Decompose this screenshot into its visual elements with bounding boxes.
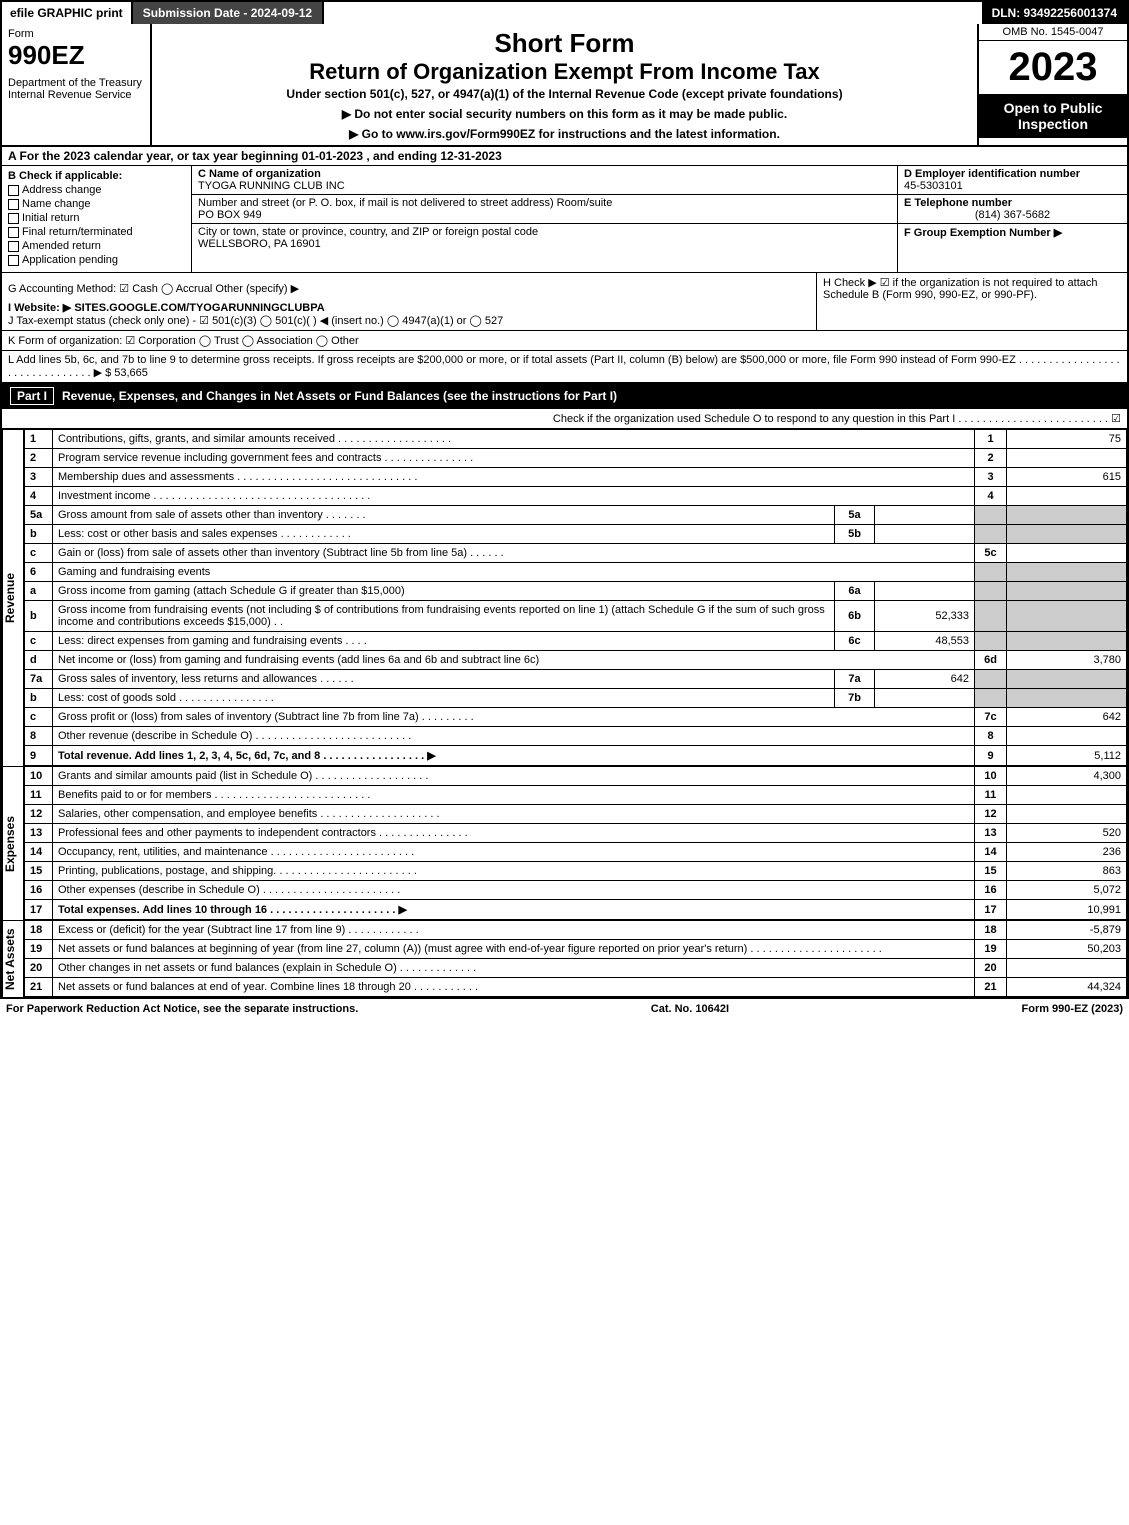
form-word: Form <box>8 28 144 40</box>
efile-print[interactable]: efile GRAPHIC print <box>2 2 133 24</box>
table-row: 5aGross amount from sale of assets other… <box>25 506 1127 525</box>
table-row: 2Program service revenue including gover… <box>25 449 1127 468</box>
section-b: B Check if applicable: Address change Na… <box>2 166 192 272</box>
d-label: D Employer identification number <box>904 168 1121 180</box>
table-row: 20Other changes in net assets or fund ba… <box>25 959 1127 978</box>
header-center: Short Form Return of Organization Exempt… <box>152 24 977 145</box>
netassets-table: 18Excess or (deficit) for the year (Subt… <box>24 920 1127 997</box>
table-row: cGain or (loss) from sale of assets othe… <box>25 544 1127 563</box>
form-number: 990EZ <box>8 40 144 71</box>
table-row: 17Total expenses. Add lines 10 through 1… <box>25 900 1127 920</box>
footer-left: For Paperwork Reduction Act Notice, see … <box>6 1003 358 1015</box>
chk-initial-return[interactable]: Initial return <box>8 212 185 224</box>
expenses-table: 10Grants and similar amounts paid (list … <box>24 766 1127 920</box>
table-row: 15Printing, publications, postage, and s… <box>25 862 1127 881</box>
line-g: G Accounting Method: ☑ Cash ◯ Accrual Ot… <box>8 276 810 301</box>
addr-label: Number and street (or P. O. box, if mail… <box>198 197 891 209</box>
footer-center: Cat. No. 10642I <box>651 1003 729 1015</box>
open-public: Open to Public Inspection <box>979 94 1127 138</box>
section-def: D Employer identification number 45-5303… <box>897 166 1127 272</box>
header-right: OMB No. 1545-0047 2023 Open to Public In… <box>977 24 1127 145</box>
city-label: City or town, state or province, country… <box>198 226 891 238</box>
table-row: 6Gaming and fundraising events <box>25 563 1127 582</box>
table-row: bGross income from fundraising events (n… <box>25 601 1127 632</box>
department: Department of the Treasury Internal Reve… <box>8 77 144 101</box>
table-row: bLess: cost or other basis and sales exp… <box>25 525 1127 544</box>
e-label: E Telephone number <box>904 197 1121 209</box>
warning: ▶ Do not enter social security numbers o… <box>158 107 971 121</box>
table-row: bLess: cost of goods sold . . . . . . . … <box>25 689 1127 708</box>
header-left: Form 990EZ Department of the Treasury In… <box>2 24 152 145</box>
table-row: 4Investment income . . . . . . . . . . .… <box>25 487 1127 506</box>
revenue-label: Revenue <box>2 429 24 766</box>
chk-address-change[interactable]: Address change <box>8 184 185 196</box>
part-i-check: Check if the organization used Schedule … <box>2 409 1127 429</box>
table-row: 14Occupancy, rent, utilities, and mainte… <box>25 843 1127 862</box>
chk-name-change[interactable]: Name change <box>8 198 185 210</box>
table-row: cLess: direct expenses from gaming and f… <box>25 632 1127 651</box>
part-i-title: Revenue, Expenses, and Changes in Net As… <box>62 389 617 403</box>
netassets-section: Net Assets 18Excess or (deficit) for the… <box>2 920 1127 997</box>
line-l: L Add lines 5b, 6c, and 7b to line 9 to … <box>2 351 1127 383</box>
line-g-wrap: G Accounting Method: ☑ Cash ◯ Accrual Ot… <box>2 273 817 330</box>
expenses-label: Expenses <box>2 766 24 920</box>
chk-amended[interactable]: Amended return <box>8 240 185 252</box>
chk-pending[interactable]: Application pending <box>8 254 185 266</box>
omb-number: OMB No. 1545-0047 <box>979 24 1127 41</box>
table-row: 9Total revenue. Add lines 1, 2, 3, 4, 5c… <box>25 746 1127 766</box>
line-k: K Form of organization: ☑ Corporation ◯ … <box>2 331 1127 351</box>
table-row: 19Net assets or fund balances at beginni… <box>25 940 1127 959</box>
line-a: A For the 2023 calendar year, or tax yea… <box>2 147 1127 166</box>
f-label: F Group Exemption Number ▶ <box>904 226 1121 239</box>
short-form: Short Form <box>158 28 971 59</box>
chk-final-return[interactable]: Final return/terminated <box>8 226 185 238</box>
line-i: I Website: ▶ SITES.GOOGLE.COM/TYOGARUNNI… <box>8 301 810 314</box>
expenses-section: Expenses 10Grants and similar amounts pa… <box>2 766 1127 920</box>
header: Form 990EZ Department of the Treasury In… <box>2 24 1127 147</box>
title: Return of Organization Exempt From Incom… <box>158 59 971 85</box>
table-row: 1Contributions, gifts, grants, and simil… <box>25 430 1127 449</box>
revenue-section: Revenue 1Contributions, gifts, grants, a… <box>2 429 1127 766</box>
b-label: B Check if applicable: <box>8 170 185 182</box>
table-row: 12Salaries, other compensation, and empl… <box>25 805 1127 824</box>
table-row: 13Professional fees and other payments t… <box>25 824 1127 843</box>
netassets-label: Net Assets <box>2 920 24 997</box>
org-address: PO BOX 949 <box>198 209 891 221</box>
part-i-header: Part I Revenue, Expenses, and Changes in… <box>2 383 1127 409</box>
part-i-label: Part I <box>10 387 54 405</box>
ein: 45-5303101 <box>904 180 1121 192</box>
table-row: 10Grants and similar amounts paid (list … <box>25 767 1127 786</box>
line-j: J Tax-exempt status (check only one) - ☑… <box>8 314 810 327</box>
subtitle: Under section 501(c), 527, or 4947(a)(1)… <box>158 87 971 101</box>
org-name: TYOGA RUNNING CLUB INC <box>198 180 891 192</box>
table-row: 16Other expenses (describe in Schedule O… <box>25 881 1127 900</box>
submission-date: Submission Date - 2024-09-12 <box>133 2 324 24</box>
goto-link[interactable]: ▶ Go to www.irs.gov/Form990EZ for instru… <box>158 127 971 141</box>
revenue-table: 1Contributions, gifts, grants, and simil… <box>24 429 1127 766</box>
footer: For Paperwork Reduction Act Notice, see … <box>0 999 1129 1019</box>
info-block: B Check if applicable: Address change Na… <box>2 166 1127 273</box>
lines-gh: G Accounting Method: ☑ Cash ◯ Accrual Ot… <box>2 273 1127 331</box>
table-row: aGross income from gaming (attach Schedu… <box>25 582 1127 601</box>
footer-right: Form 990-EZ (2023) <box>1022 1003 1123 1015</box>
table-row: 3Membership dues and assessments . . . .… <box>25 468 1127 487</box>
table-row: 8Other revenue (describe in Schedule O) … <box>25 727 1127 746</box>
line-h: H Check ▶ ☑ if the organization is not r… <box>817 273 1127 330</box>
dln: DLN: 93492256001374 <box>982 2 1127 24</box>
table-row: cGross profit or (loss) from sales of in… <box>25 708 1127 727</box>
form-container: efile GRAPHIC print Submission Date - 20… <box>0 0 1129 999</box>
c-label: C Name of organization <box>198 168 891 180</box>
table-row: 18Excess or (deficit) for the year (Subt… <box>25 921 1127 940</box>
table-row: dNet income or (loss) from gaming and fu… <box>25 651 1127 670</box>
table-row: 21Net assets or fund balances at end of … <box>25 978 1127 997</box>
tax-year: 2023 <box>979 41 1127 94</box>
topbar-spacer <box>324 2 981 24</box>
top-bar: efile GRAPHIC print Submission Date - 20… <box>2 2 1127 24</box>
table-row: 11Benefits paid to or for members . . . … <box>25 786 1127 805</box>
table-row: 7aGross sales of inventory, less returns… <box>25 670 1127 689</box>
org-city: WELLSBORO, PA 16901 <box>198 238 891 250</box>
section-c: C Name of organization TYOGA RUNNING CLU… <box>192 166 897 272</box>
telephone: (814) 367-5682 <box>904 209 1121 221</box>
